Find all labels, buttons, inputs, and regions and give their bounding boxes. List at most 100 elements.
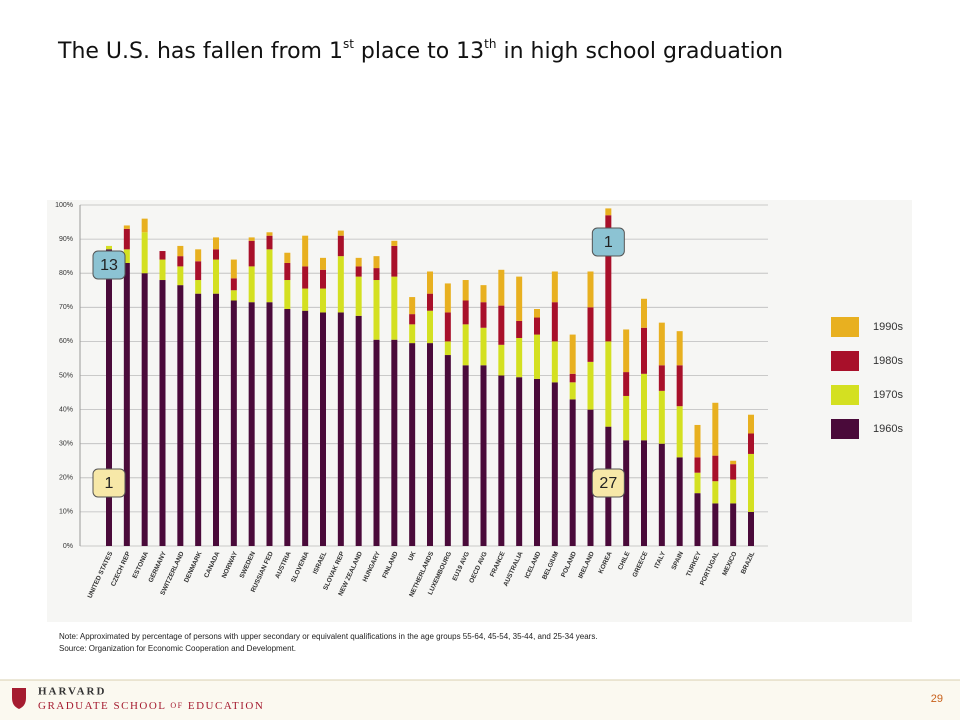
- bar-segment: [195, 249, 202, 262]
- annotation-box: [591, 227, 625, 257]
- bar-segment: [391, 339, 398, 546]
- bar-segment: [587, 361, 594, 410]
- bar-segment: [551, 302, 558, 342]
- bar-segment: [534, 334, 540, 379]
- bar-segment: [106, 249, 112, 546]
- bar-segment: [302, 310, 309, 546]
- footer-school: GRADUATE SCHOOL OF EDUCATION: [38, 700, 264, 712]
- bar-segment: [266, 235, 273, 250]
- bar-segment: [658, 443, 665, 546]
- bar-segment: [391, 276, 398, 340]
- legend-label: 1970s: [873, 389, 903, 401]
- bar-segment: [337, 235, 344, 257]
- y-tick-label: 70%: [59, 304, 73, 311]
- annotation-box: [591, 468, 625, 498]
- bar-segment: [623, 329, 630, 373]
- bar-segment: [284, 262, 291, 281]
- bar-segment: [248, 302, 255, 546]
- school-part: OF: [170, 701, 183, 710]
- page-number: 29: [931, 693, 943, 705]
- bar-segment: [462, 280, 469, 301]
- bar-segment: [159, 259, 166, 281]
- bar-segment: [516, 377, 523, 546]
- annotation: 27: [599, 475, 617, 492]
- title-part: in high school graduation: [496, 39, 783, 64]
- bar-segment: [641, 298, 647, 328]
- chart-panel: [47, 200, 912, 622]
- bar-segment: [177, 245, 184, 257]
- annotation: 1: [604, 234, 613, 251]
- y-tick-label: 10%: [59, 509, 73, 516]
- bar-segment: [498, 344, 505, 376]
- bar-segment: [587, 307, 594, 362]
- bar-segment: [516, 320, 523, 338]
- bar-segment: [694, 493, 701, 546]
- bar-segment: [123, 228, 130, 250]
- bar-segment: [213, 249, 219, 260]
- bar-segment: [694, 424, 701, 458]
- bar-segment: [177, 256, 184, 267]
- bar-segment: [141, 273, 148, 546]
- bar-segment: [712, 503, 719, 546]
- bar-segment: [551, 271, 558, 303]
- bar-segment: [123, 249, 130, 263]
- bar-segment: [534, 317, 540, 335]
- bar-segment: [213, 259, 219, 294]
- bar-segment: [534, 378, 540, 546]
- bar-segment: [444, 341, 451, 356]
- bar-segment: [748, 511, 754, 546]
- bar-segment: [355, 257, 362, 267]
- bar-segment: [516, 276, 523, 321]
- bar-segment: [123, 225, 130, 229]
- y-tick-label: 60%: [59, 338, 73, 345]
- bar-segment: [337, 230, 344, 236]
- bar-segment: [159, 280, 166, 546]
- bar-segment: [284, 309, 291, 546]
- bar-segment: [106, 245, 112, 250]
- legend-swatch: [831, 317, 859, 337]
- annotation: 1: [105, 475, 114, 492]
- bar-segment: [177, 266, 184, 286]
- bar-segment: [676, 406, 683, 458]
- bar-segment: [587, 271, 594, 308]
- bar-segment: [266, 232, 273, 236]
- bar-segment: [337, 256, 344, 313]
- bar-segment: [230, 290, 237, 301]
- y-tick-label: 30%: [59, 441, 73, 448]
- bar-segment: [355, 266, 362, 277]
- bar-segment: [427, 293, 433, 311]
- bar-segment: [248, 240, 255, 267]
- bar-segment: [694, 457, 701, 473]
- bar-segment: [462, 324, 469, 366]
- bar-segment: [676, 331, 683, 366]
- bar-segment: [266, 302, 273, 546]
- bar-segment: [195, 293, 202, 546]
- bar-segment: [605, 341, 612, 427]
- bar-segment: [373, 268, 380, 281]
- bar-segment: [730, 503, 737, 546]
- bar-segment: [248, 237, 255, 241]
- bar-segment: [730, 464, 737, 480]
- bar-segment: [462, 300, 469, 325]
- title-sup: th: [484, 37, 496, 51]
- y-tick-label: 20%: [59, 475, 73, 482]
- note: Note: Approximated by percentage of pers…: [59, 632, 598, 641]
- footer-bar: [0, 680, 960, 720]
- annotation-box: [92, 468, 126, 498]
- bar-segment: [213, 293, 219, 546]
- bar-segment: [730, 460, 737, 465]
- bar-segment: [337, 312, 344, 546]
- bar-segment: [712, 455, 719, 482]
- bar-segment: [498, 269, 505, 306]
- bar-segment: [230, 300, 237, 546]
- footer-brand: HARVARD: [38, 686, 106, 698]
- y-tick-label: 90%: [59, 236, 73, 243]
- y-tick-label: 80%: [59, 270, 73, 277]
- bar-segment: [480, 365, 487, 546]
- bar-segment: [159, 251, 166, 260]
- bar-segment: [498, 305, 505, 345]
- school-part: EDUCATION: [184, 700, 265, 712]
- bar-segment: [213, 237, 219, 250]
- bar-segment: [569, 399, 576, 546]
- bar-segment: [658, 390, 665, 444]
